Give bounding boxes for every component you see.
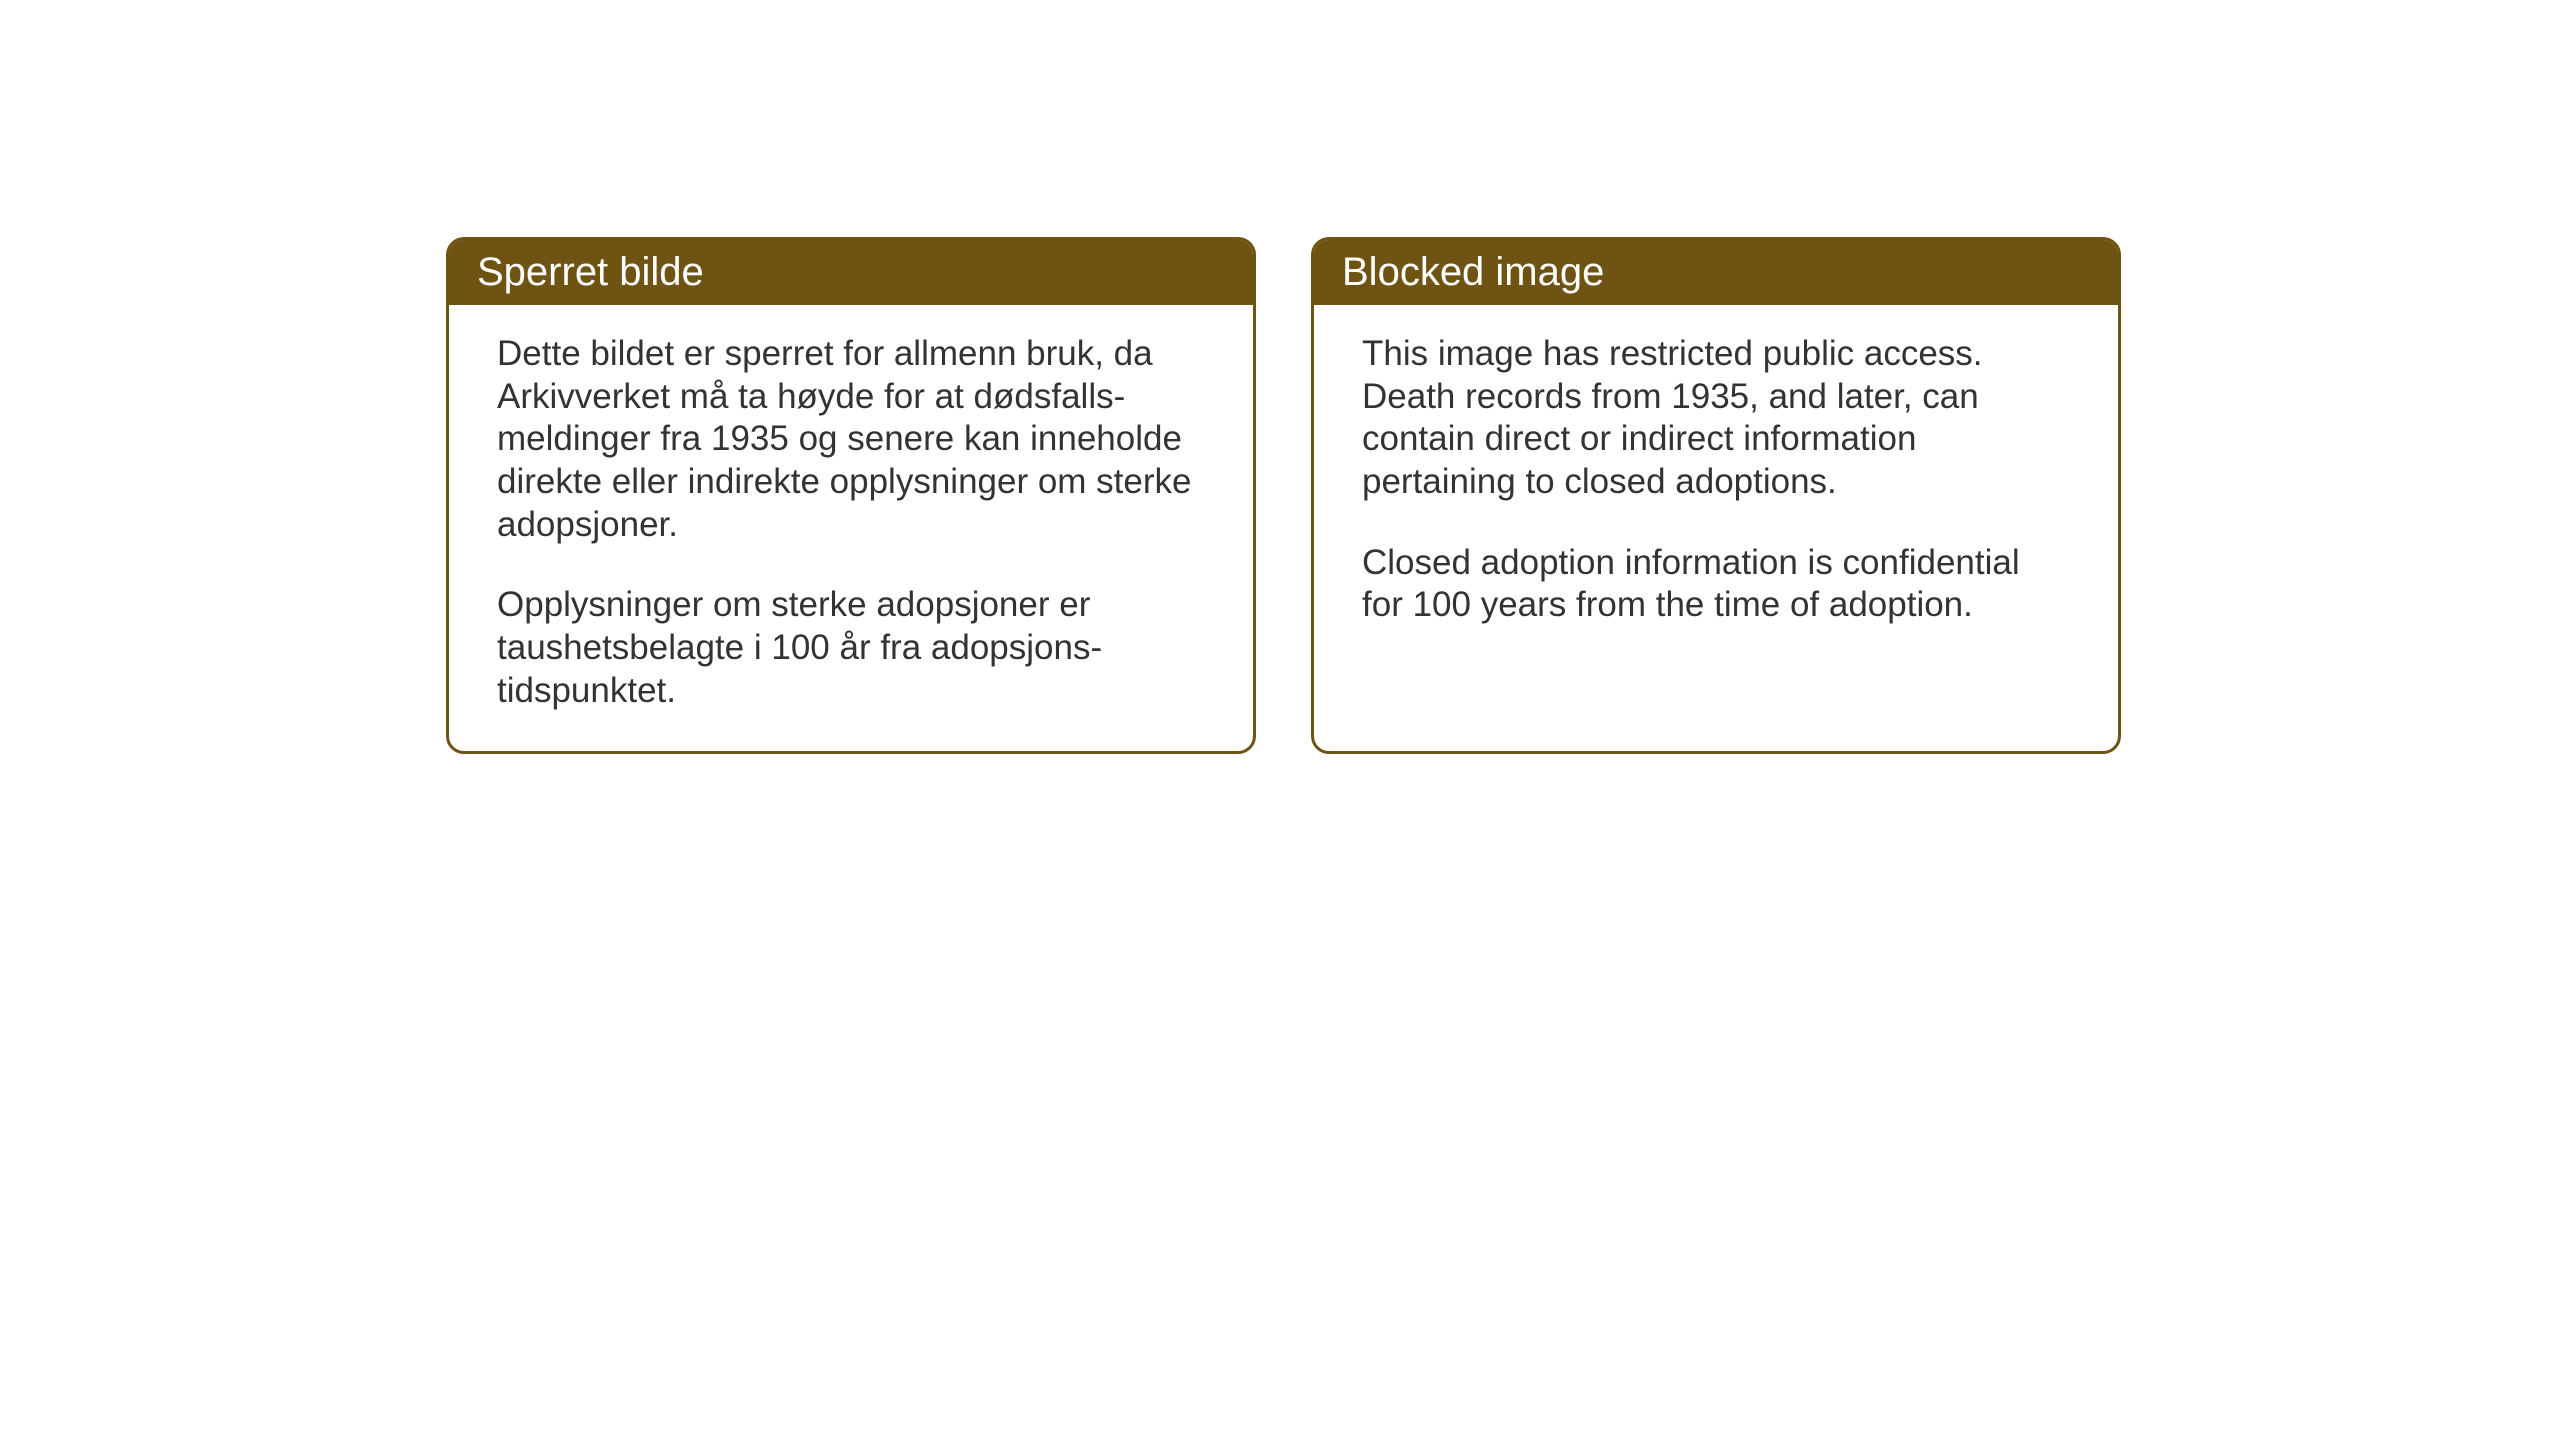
card-paragraph-2-norwegian: Opplysninger om sterke adopsjoner er tau… [497, 584, 1205, 712]
notice-container: Sperret bilde Dette bildet er sperret fo… [446, 237, 2121, 754]
card-header-english: Blocked image [1314, 240, 2118, 305]
card-paragraph-1-norwegian: Dette bildet er sperret for allmenn bruk… [497, 333, 1205, 546]
notice-card-norwegian: Sperret bilde Dette bildet er sperret fo… [446, 237, 1256, 754]
card-title-english: Blocked image [1342, 250, 1604, 294]
card-paragraph-2-english: Closed adoption information is confident… [1362, 542, 2070, 627]
card-body-english: This image has restricted public access.… [1314, 305, 2118, 665]
card-paragraph-1-english: This image has restricted public access.… [1362, 333, 2070, 504]
card-header-norwegian: Sperret bilde [449, 240, 1253, 305]
card-body-norwegian: Dette bildet er sperret for allmenn bruk… [449, 305, 1253, 751]
card-title-norwegian: Sperret bilde [477, 250, 704, 294]
notice-card-english: Blocked image This image has restricted … [1311, 237, 2121, 754]
